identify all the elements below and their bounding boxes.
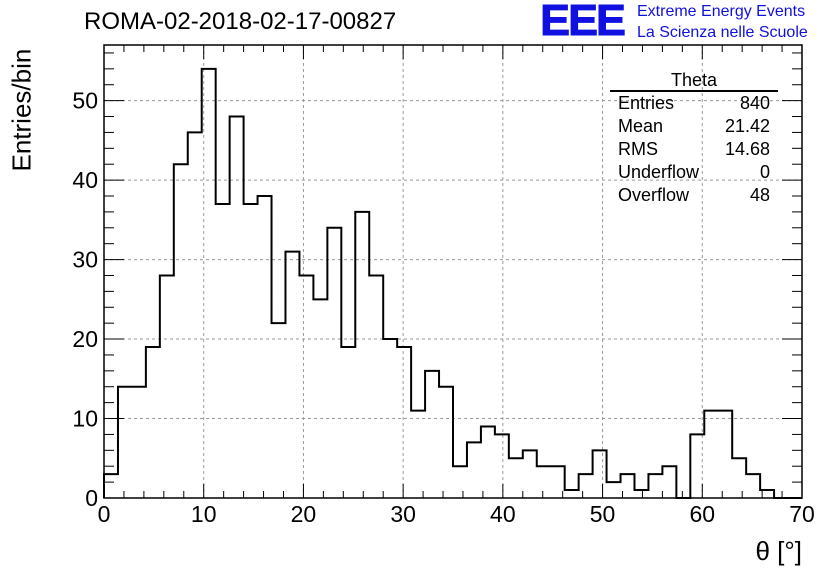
y-tick-label: 30	[72, 247, 98, 273]
histogram-bin	[258, 196, 272, 498]
histogram-bin	[565, 490, 579, 498]
x-axis-label: θ [°]	[755, 536, 802, 566]
y-tick-label: 50	[72, 88, 98, 114]
histogram-bin	[537, 466, 551, 498]
histogram-bin	[383, 339, 397, 498]
histogram-bin	[746, 474, 760, 498]
stats-label: Underflow	[618, 162, 700, 182]
logo-subtitle-2: La Scienza nelle Scuole	[637, 24, 808, 41]
x-tick-label: 50	[590, 501, 616, 527]
x-tick-label: 30	[390, 501, 416, 527]
histogram-bin	[718, 411, 732, 498]
y-tick-label: 0	[85, 485, 98, 511]
histogram-bin	[453, 466, 467, 498]
histogram-bin	[467, 442, 481, 498]
stats-box: Theta Entries 840 Mean 21.42 RMS 14.68 U…	[610, 70, 778, 207]
histogram-bin	[732, 458, 746, 498]
histogram-bin	[146, 347, 160, 498]
x-tick-label: 0	[98, 501, 111, 527]
stats-value: 21.42	[724, 116, 770, 136]
histogram-bin	[593, 450, 607, 498]
histogram-bin	[425, 371, 439, 498]
x-tick-label: 60	[689, 501, 715, 527]
histogram-bin	[397, 347, 411, 498]
histogram-bin	[369, 275, 383, 498]
stats-row-rms: RMS 14.68	[610, 138, 778, 161]
stats-row-mean: Mean 21.42	[610, 115, 778, 138]
y-tick-label: 40	[72, 167, 98, 193]
histogram-bin	[523, 450, 537, 498]
y-axis-label: Entries/bin	[6, 48, 37, 172]
histogram-bin	[132, 387, 146, 498]
x-tick-label: 10	[191, 501, 217, 527]
histogram-bin	[704, 411, 718, 498]
stats-value: 48	[749, 185, 770, 205]
histogram-bin	[439, 387, 453, 498]
histogram-bin	[481, 426, 495, 498]
stats-row-overflow: Overflow 48	[610, 184, 778, 207]
stats-label: Mean	[618, 116, 664, 136]
histogram-bin	[495, 434, 509, 498]
histogram-bin	[634, 490, 648, 498]
stats-value: 840	[739, 93, 770, 113]
histogram-bin	[648, 474, 662, 498]
histogram-bin	[411, 411, 425, 498]
histogram-bin	[509, 458, 523, 498]
histogram-series	[103, 67, 802, 499]
stats-value: 0	[759, 162, 770, 182]
histogram-bin	[188, 132, 202, 498]
histogram-bin	[202, 69, 216, 498]
histogram-bin	[607, 482, 621, 498]
y-tick-label: 20	[72, 326, 98, 352]
x-tick-label: 70	[789, 501, 815, 527]
stats-label: RMS	[618, 139, 658, 159]
stats-title: Theta	[610, 70, 778, 92]
stats-label: Overflow	[618, 185, 690, 205]
histogram-bin	[160, 275, 174, 498]
logo-subtitle-1: Extreme Energy Events	[637, 3, 806, 20]
x-tick-label: 20	[291, 501, 317, 527]
histogram-bin	[104, 474, 118, 498]
y-tick-label: 10	[72, 406, 98, 432]
histogram-bin	[285, 252, 299, 498]
histogram-bin	[216, 204, 230, 498]
plot-frame	[103, 44, 803, 499]
histogram-bin	[118, 387, 132, 498]
stats-value: 14.68	[724, 139, 770, 159]
histogram-bin	[313, 299, 327, 498]
chart-title: ROMA-02-2018-02-17-00827	[84, 8, 397, 35]
histogram-bin	[244, 204, 258, 498]
histogram-bin	[579, 474, 593, 498]
stats-label: Entries	[618, 93, 675, 113]
stats-row-entries: Entries 840	[610, 92, 778, 115]
histogram-bin	[341, 347, 355, 498]
histogram-bin	[662, 466, 676, 498]
stats-row-underflow: Underflow 0	[610, 161, 778, 184]
histogram-bin	[174, 164, 188, 498]
eee-logo: EEE	[540, 0, 627, 46]
histogram-bin	[327, 228, 341, 498]
histogram-bin	[299, 275, 313, 498]
x-tick-label: 40	[490, 501, 516, 527]
histogram-bin	[230, 117, 244, 498]
histogram-bin	[272, 323, 286, 498]
histogram-bin	[355, 212, 369, 498]
